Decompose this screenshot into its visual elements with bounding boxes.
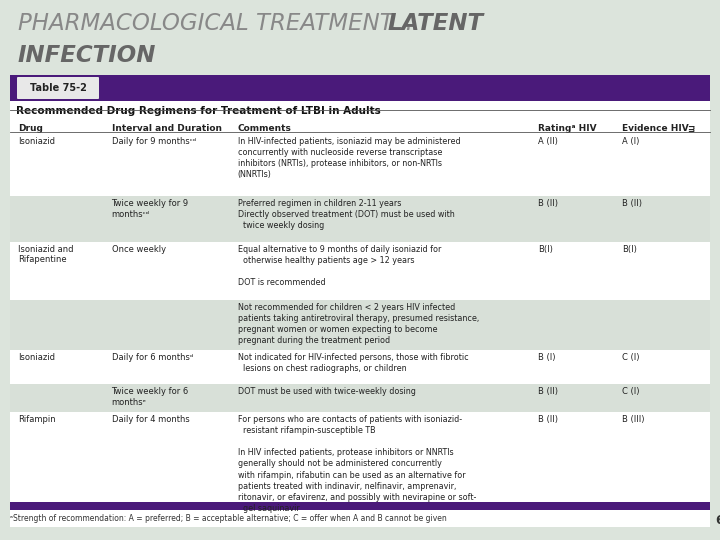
Bar	[10, 75, 710, 510]
Text: Recommended Drug Regimens for Treatment of LTBI in Adults: Recommended Drug Regimens for Treatment …	[16, 106, 381, 116]
Text: LATENT: LATENT	[388, 12, 484, 35]
Text: B(I): B(I)	[623, 245, 637, 254]
Bar	[10, 242, 710, 300]
Text: PHARMACOLOGICAL TREATMENT...: PHARMACOLOGICAL TREATMENT...	[18, 12, 413, 35]
Bar	[10, 300, 710, 350]
Text: Daily for 4 months: Daily for 4 months	[112, 415, 189, 424]
Text: Table 75-2: Table 75-2	[30, 83, 86, 93]
Text: B (I): B (I)	[539, 353, 556, 362]
Text: Daily for 9 monthsᶜᵈ: Daily for 9 monthsᶜᵈ	[112, 137, 196, 146]
Text: Ratingᵃ HIV: Ratingᵃ HIV	[539, 124, 597, 133]
Text: B (II): B (II)	[539, 387, 559, 396]
Bar	[10, 196, 710, 242]
Bar	[10, 75, 710, 101]
Text: Twice weekly for 6
monthsᵉ: Twice weekly for 6 monthsᵉ	[112, 387, 189, 407]
Text: INFECTION: INFECTION	[18, 44, 156, 67]
Text: B(I): B(I)	[539, 245, 554, 254]
Text: Not indicated for HIV-infected persons, those with fibrotic
  lesions on chest r: Not indicated for HIV-infected persons, …	[238, 353, 468, 373]
Text: Interval and Duration: Interval and Duration	[112, 124, 222, 133]
Text: DOT must be used with twice-weekly dosing: DOT must be used with twice-weekly dosin…	[238, 387, 415, 396]
Text: A (I): A (I)	[623, 137, 640, 146]
Text: Isoniazid: Isoniazid	[19, 353, 55, 362]
Text: Twice weekly for 9
monthsᶜᵈ: Twice weekly for 9 monthsᶜᵈ	[112, 199, 189, 219]
Text: ᵃStrength of recommendation: A = preferred; B = acceptable alternative; C = offe: ᵃStrength of recommendation: A = preferr…	[10, 514, 446, 523]
Bar	[10, 350, 710, 384]
Bar	[10, 134, 710, 196]
Text: 601: 601	[715, 514, 720, 527]
Text: Comments: Comments	[238, 124, 292, 133]
Text: B (II): B (II)	[539, 415, 559, 424]
Text: Evidence HIVᴟ: Evidence HIVᴟ	[623, 124, 696, 133]
Bar	[10, 384, 710, 412]
Bar	[10, 412, 710, 527]
Text: Once weekly: Once weekly	[112, 245, 166, 254]
Text: Preferred regimen in children 2-11 years
Directly observed treatment (DOT) must : Preferred regimen in children 2-11 years…	[238, 199, 454, 230]
Bar	[10, 502, 710, 510]
Text: Rifampin: Rifampin	[19, 415, 56, 424]
Text: Daily for 6 monthsᵈ: Daily for 6 monthsᵈ	[112, 353, 193, 362]
Text: Drug: Drug	[19, 124, 43, 133]
Text: Not recommended for children < 2 years HIV infected
patients taking antiretrovir: Not recommended for children < 2 years H…	[238, 303, 479, 345]
Text: In HIV-infected patients, isoniazid may be administered
concurrently with nucleo: In HIV-infected patients, isoniazid may …	[238, 137, 460, 179]
Text: C (I): C (I)	[623, 387, 640, 396]
Text: For persons who are contacts of patients with isoniazid-
  resistant rifampin-su: For persons who are contacts of patients…	[238, 415, 476, 513]
Text: A (II): A (II)	[539, 137, 559, 146]
Text: C (I): C (I)	[623, 353, 640, 362]
Text: B (III): B (III)	[623, 415, 645, 424]
FancyBboxPatch shape	[17, 77, 99, 99]
Text: Isoniazid: Isoniazid	[19, 137, 55, 146]
Text: Equal alternative to 9 months of daily isoniazid for
  otherwise healthy patient: Equal alternative to 9 months of daily i…	[238, 245, 441, 287]
Text: B (II): B (II)	[539, 199, 559, 208]
Text: B (II): B (II)	[623, 199, 642, 208]
Text: Isoniazid and
Rifapentine: Isoniazid and Rifapentine	[19, 245, 74, 265]
